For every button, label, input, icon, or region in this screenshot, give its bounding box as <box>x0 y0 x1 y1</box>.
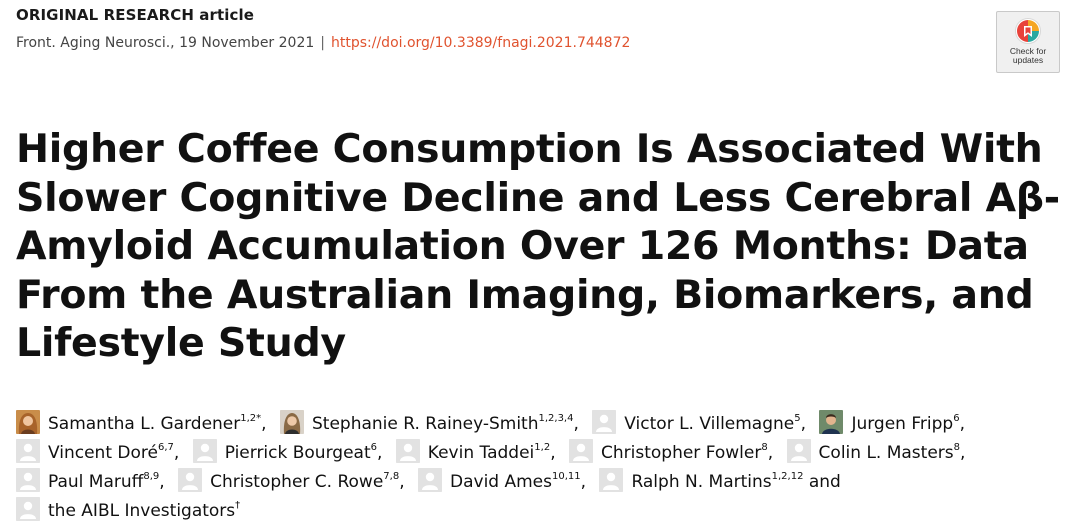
author-separator: , <box>580 472 587 492</box>
avatar-placeholder-icon[interactable] <box>16 468 40 492</box>
author-affiliation-sup: 8 <box>953 442 961 454</box>
check-for-updates-badge[interactable]: Check for updates <box>996 11 1060 73</box>
author-affiliation-sup: † <box>235 500 241 512</box>
author-affiliation-sup: 7,8 <box>383 471 400 483</box>
author-item[interactable]: Samantha L. Gardener1,2* <box>16 410 262 434</box>
author-list: Samantha L. Gardener1,2*, Stephanie R. R… <box>16 410 1068 526</box>
author-affiliation-sup: 1,2 <box>534 442 551 454</box>
author-separator: , <box>800 414 807 434</box>
author-affiliation-sup: 1,2,12 <box>771 471 804 483</box>
author-affiliation-sup: 8 <box>761 442 768 454</box>
author-name[interactable]: Stephanie R. Rainey-Smith <box>311 414 539 434</box>
author-item[interactable]: Jurgen Fripp6 <box>819 410 960 434</box>
avatar-placeholder-icon[interactable] <box>395 439 420 463</box>
author-affiliation-sup: 1,2* <box>240 413 262 425</box>
author-name[interactable]: Jurgen Fripp <box>851 414 954 434</box>
author-item[interactable]: Pierrick Bourgeat6 <box>192 439 377 463</box>
author-separator: , <box>767 443 774 463</box>
avatar-placeholder-icon[interactable] <box>569 439 593 463</box>
avatar-placeholder-icon[interactable] <box>599 468 624 492</box>
article-type-label: ORIGINAL RESEARCH article <box>16 6 255 24</box>
author-item[interactable]: David Ames10,11 <box>418 468 581 492</box>
author-name[interactable]: Christopher Fowler <box>601 443 762 463</box>
journal-name: Front. Aging Neurosci., <box>16 35 175 51</box>
article-title: Higher Coffee Consumption Is Associated … <box>16 126 1060 366</box>
author-name[interactable]: David Ames <box>450 472 552 492</box>
author-item[interactable]: Kevin Taddei1,2 <box>395 439 551 463</box>
avatar-placeholder-icon[interactable] <box>16 439 40 463</box>
meta-separator: | <box>320 35 325 51</box>
author-separator: , <box>550 443 556 463</box>
avatar-placeholder-icon[interactable] <box>192 439 217 463</box>
author-name[interactable]: Ralph N. Martins <box>631 472 772 492</box>
author-item[interactable]: Colin L. Masters8 <box>786 439 961 463</box>
author-item[interactable]: Christopher Fowler8 <box>569 439 768 463</box>
author-name[interactable]: Colin L. Masters <box>818 443 954 463</box>
author-item[interactable]: Victor L. Villemagne5 <box>592 410 801 434</box>
author-item[interactable]: the AIBL Investigators† <box>16 497 241 521</box>
author-separator: and <box>803 472 841 492</box>
author-item[interactable]: Ralph N. Martins1,2,12 <box>599 468 804 492</box>
author-item[interactable]: Christopher C. Rowe7,8 <box>178 468 400 492</box>
author-name[interactable]: Christopher C. Rowe <box>210 472 384 492</box>
author-name[interactable]: Paul Maruff <box>48 472 144 492</box>
avatar-placeholder-icon[interactable] <box>418 468 442 492</box>
author-separator: , <box>376 443 383 463</box>
author-affiliation-sup: 1,2,3,4 <box>538 413 574 425</box>
author-separator: , <box>960 443 966 463</box>
author-item[interactable]: Vincent Doré6,7 <box>16 439 174 463</box>
author-separator: , <box>399 472 405 492</box>
check-updates-icon <box>1015 18 1041 44</box>
author-avatar-photo[interactable] <box>16 410 40 434</box>
publication-meta: Front. Aging Neurosci., 19 November 2021… <box>16 35 630 51</box>
author-affiliation-sup: 8,9 <box>143 471 160 483</box>
avatar-placeholder-icon[interactable] <box>786 439 811 463</box>
avatar-placeholder-icon[interactable] <box>178 468 203 492</box>
author-name[interactable]: Pierrick Bourgeat <box>224 443 371 463</box>
author-name[interactable]: Kevin Taddei <box>427 443 535 463</box>
author-affiliation-sup: 6 <box>370 442 377 454</box>
author-item[interactable]: Paul Maruff8,9 <box>16 468 160 492</box>
author-separator: , <box>159 472 165 492</box>
author-separator: , <box>173 443 180 463</box>
avatar-placeholder-icon[interactable] <box>592 410 617 434</box>
doi-link[interactable]: https://doi.org/10.3389/fnagi.2021.74487… <box>331 35 631 51</box>
author-separator: , <box>573 414 579 434</box>
avatar-placeholder-icon[interactable] <box>16 497 40 521</box>
author-affiliation-sup: 6,7 <box>157 442 174 454</box>
author-name[interactable]: Vincent Doré <box>48 443 158 463</box>
author-name[interactable]: the AIBL Investigators <box>48 501 236 521</box>
author-affiliation-sup: 6 <box>953 413 960 425</box>
publication-date: 19 November 2021 <box>179 35 315 51</box>
author-name[interactable]: Samantha L. Gardener <box>48 414 241 434</box>
author-item[interactable]: Stephanie R. Rainey-Smith1,2,3,4 <box>279 410 574 434</box>
check-updates-label: Check for updates <box>1009 46 1047 65</box>
author-affiliation-sup: 10,11 <box>552 471 581 483</box>
author-separator: , <box>959 414 965 434</box>
author-avatar-photo[interactable] <box>819 410 844 434</box>
author-name[interactable]: Victor L. Villemagne <box>624 414 795 434</box>
author-affiliation-sup: 5 <box>794 413 801 425</box>
author-separator: , <box>261 414 267 434</box>
author-avatar-photo[interactable] <box>279 410 304 434</box>
